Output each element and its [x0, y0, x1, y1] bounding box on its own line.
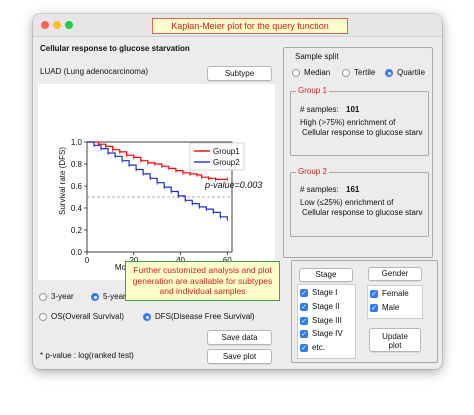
x-tick-label: 60 — [223, 256, 232, 265]
radio-tertile-label: Tertile — [354, 68, 376, 77]
legend-label: Group1 — [213, 147, 240, 156]
radio-3-year-label: 3-year — [51, 292, 74, 301]
radio-os-label: OS(Overall Survival) — [51, 312, 124, 321]
male-label: Male — [382, 303, 400, 312]
group2-title: Group 2 — [296, 167, 329, 176]
callout-line3: and individual samples — [159, 286, 246, 296]
gender-button[interactable]: Gender — [368, 267, 422, 281]
pvalue-footnote: * p-value : log(ranked test) — [40, 351, 134, 360]
dataset-label: LUAD (Lung adenocarcinoma) — [40, 67, 149, 76]
y-tick-label: 0.2 — [71, 226, 83, 235]
y-axis-label: Survival rate (DFS) — [58, 147, 67, 215]
pvalue-text: p-value=0.003 — [204, 180, 262, 190]
group2-desc-line2: Cellular response to glucose starva — [302, 208, 423, 217]
group1-desc-line1: High (>75%) enrichment of — [300, 118, 396, 127]
radio-3-year[interactable] — [39, 293, 47, 301]
radio-dfs-label: DFS(Disease Free Survival) — [155, 312, 255, 321]
stage-1-label: Stage I — [312, 288, 338, 297]
info-callout: Further customized analysis and plot gen… — [125, 261, 280, 301]
y-tick-label: 1.0 — [71, 138, 83, 147]
radio-os[interactable] — [39, 313, 47, 321]
group2-box — [290, 172, 429, 237]
radio-median-label: Median — [304, 68, 331, 77]
km-chart: 0 20 40 60 0.0 0.2 0.4 0.6 0.8 1.0 Group1 Group2 p… — [58, 138, 262, 272]
stage-3-checkbox[interactable]: ✓ — [300, 317, 308, 325]
app-window: Kaplan-Meier plot for the query function… — [33, 14, 442, 369]
stage-button[interactable]: Stage — [299, 268, 353, 282]
group2-samples-value: 161 — [346, 185, 360, 194]
radio-dfs[interactable] — [143, 313, 151, 321]
y-tick-label: 0.4 — [71, 204, 83, 213]
title-bar: Kaplan-Meier plot for the query function — [33, 14, 442, 37]
km-curve-group1 — [87, 141, 228, 180]
window-title: Kaplan-Meier plot for the query function — [152, 18, 348, 34]
female-checkbox[interactable]: ✓ — [370, 290, 378, 298]
x-tick-label: 40 — [176, 256, 185, 265]
radio-median[interactable] — [292, 69, 300, 77]
km-plot-area: 0 20 40 60 0.0 0.2 0.4 0.6 0.8 1.0 Group1 Group2 p… — [38, 84, 275, 280]
legend-label: Group2 — [213, 158, 240, 167]
stage-3-label: Stage III — [312, 316, 342, 325]
group1-desc-line2: Cellular response to glucose starva — [302, 128, 423, 137]
group1-samples-value: 101 — [346, 105, 360, 114]
x-tick-label: 20 — [129, 256, 138, 265]
stage-2-label: Stage II — [312, 302, 340, 311]
male-checkbox[interactable]: ✓ — [370, 304, 378, 312]
radio-quartile-label: Quartile — [397, 68, 426, 77]
stage-4-label: Stage IV — [312, 329, 343, 338]
subtype-button[interactable]: Subtype — [207, 66, 272, 81]
save-plot-button[interactable]: Save plot — [207, 349, 272, 364]
close-window-icon[interactable] — [41, 21, 49, 29]
filters-panel — [291, 260, 438, 363]
stage-etc-label: etc. — [312, 343, 325, 352]
female-label: Female — [382, 289, 409, 298]
y-tick-label: 0.0 — [71, 248, 83, 257]
group2-samples-label: # samples: — [300, 185, 339, 194]
x-tick-label: 0 — [85, 256, 90, 265]
radio-quartile[interactable] — [385, 69, 393, 77]
stage-1-checkbox[interactable]: ✓ — [300, 289, 308, 297]
save-data-button[interactable]: Save data — [207, 330, 272, 345]
group2-desc-line1: Low (≤25%) enrichment of — [300, 198, 394, 207]
legend-box — [189, 142, 245, 171]
radio-tertile[interactable] — [342, 69, 350, 77]
radio-5-year[interactable] — [91, 293, 99, 301]
group1-title: Group 1 — [296, 86, 329, 95]
zoom-window-icon[interactable] — [65, 21, 73, 29]
stage-2-checkbox[interactable]: ✓ — [300, 303, 308, 311]
y-tick-label: 0.6 — [71, 182, 83, 191]
gene-set-heading: Cellular response to glucose starvation — [40, 44, 190, 53]
group1-samples-label: # samples: — [300, 105, 339, 114]
radio-5-year-label: 5-year — [103, 292, 126, 301]
sample-split-panel — [283, 47, 433, 258]
stage-4-checkbox[interactable]: ✓ — [300, 330, 308, 338]
callout-line1: Further customized analysis and plot — [133, 265, 272, 275]
callout-line2: generation are available for subtypes — [132, 275, 273, 286]
stage-etc-checkbox[interactable]: ✓ — [300, 344, 308, 352]
minimize-window-icon[interactable] — [53, 21, 61, 29]
group1-box — [290, 91, 429, 156]
sample-split-label: Sample split — [295, 52, 339, 61]
update-plot-button[interactable]: Update plot — [369, 328, 421, 352]
y-tick-label: 0.8 — [71, 160, 83, 169]
